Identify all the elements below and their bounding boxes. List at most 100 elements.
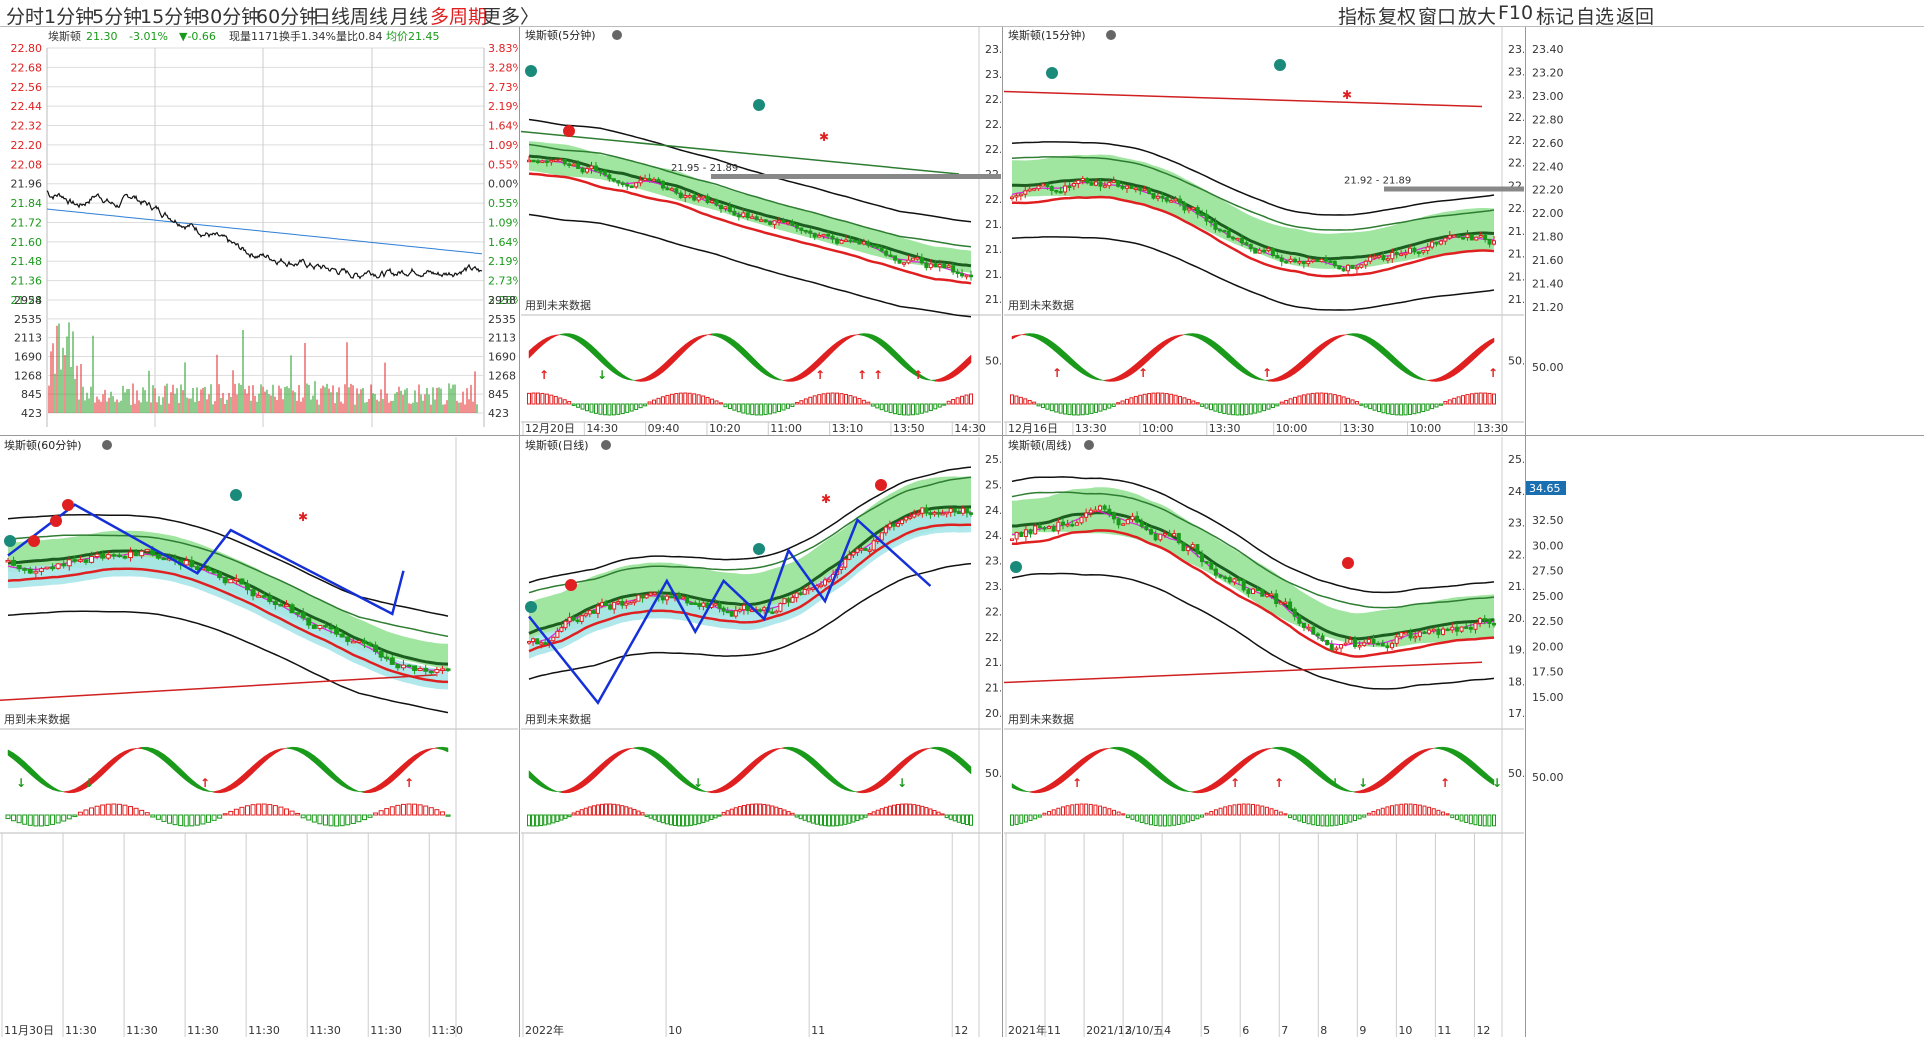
period-tab-9[interactable]: 多周期 — [430, 6, 488, 28]
candle — [1337, 265, 1342, 270]
indicator-ribbon — [1234, 762, 1240, 775]
chart-5min[interactable]: 埃斯顿(5分钟)23.2023.0022.8022.6022.4022.2022… — [521, 27, 1001, 435]
chart-daily[interactable]: 埃斯顿(日线)25.5025.0024.5024.0023.5023.0022.… — [521, 437, 1001, 1037]
more-chevron-icon[interactable]: 〉 — [520, 6, 540, 28]
period-tab-10[interactable]: 更多 — [482, 6, 521, 28]
indicator-ribbon — [1343, 333, 1349, 336]
histogram-bar — [1172, 814, 1177, 826]
price-axis-tick: 25.00 — [1508, 453, 1524, 466]
chart-weekly[interactable]: 埃斯顿(周线)25.0024.0023.0022.0021.0020.0019.… — [1004, 437, 1524, 1037]
indicator-ribbon — [1132, 750, 1138, 761]
indicator-ribbon — [1378, 343, 1384, 356]
title-dropdown-icon[interactable] — [102, 440, 112, 450]
toolbar-button-4[interactable]: F10 — [1498, 2, 1534, 24]
histogram-bar — [1222, 403, 1227, 414]
period-tab-3[interactable]: 15分钟 — [140, 6, 203, 28]
period-tab-5[interactable]: 60分钟 — [256, 6, 319, 28]
period-tab-8[interactable]: 月线 — [390, 6, 429, 28]
candle — [250, 589, 256, 597]
price-axis-tick: 24.00 — [1508, 485, 1524, 498]
ma-red — [528, 523, 971, 653]
candle — [1352, 639, 1357, 648]
toolbar-button-0[interactable]: 指标 — [1338, 6, 1377, 28]
candle — [794, 225, 799, 229]
candle — [678, 192, 683, 198]
intraday-price-tick: 22.68 — [11, 61, 43, 74]
candle — [772, 220, 777, 225]
indicator-ribbon — [1095, 377, 1101, 381]
histogram-bar — [1341, 396, 1346, 405]
candle — [741, 604, 746, 611]
histogram-bar — [583, 807, 588, 816]
candle — [906, 259, 911, 264]
toolbar-button-7[interactable]: 返回 — [1616, 6, 1655, 28]
histogram-bar — [1431, 808, 1436, 816]
indicator-ribbon — [18, 756, 25, 770]
toolbar-button-1[interactable]: 复权 — [1378, 6, 1417, 28]
chart-60min[interactable]: 埃斯顿(60分钟)✱用到未来数据↓ ↓ ↑ ↑11月30日 11:30 11:30 11:3… — [0, 437, 518, 1037]
title-dropdown-icon[interactable] — [612, 30, 622, 40]
candle — [567, 163, 572, 166]
red-signal-icon — [50, 515, 62, 527]
intraday-panel[interactable]: 埃斯顿 21.30 -3.01% ▼-0.66 现量1171 换手1.34% 量比0.84 均… — [0, 27, 518, 435]
candle — [1102, 505, 1107, 510]
toolbar-button-3[interactable]: 放大 — [1458, 6, 1497, 28]
title-dropdown-icon[interactable] — [1106, 30, 1116, 40]
indicator-ribbon — [1374, 339, 1380, 352]
indicator-ribbon — [1211, 781, 1217, 791]
candle — [1071, 183, 1076, 187]
indicator-ribbon — [1238, 758, 1244, 771]
title-dropdown-icon[interactable] — [1084, 440, 1094, 450]
histogram-bar — [50, 814, 56, 825]
chart-60min-panel[interactable]: 埃斯顿(60分钟) ✱ 用到未来数据 ↓ ↓ ↑ ↑ 11月30日 11:30 11:30 11:3… — [0, 437, 518, 1037]
period-tab-2[interactable]: 5分钟 — [92, 6, 143, 28]
histogram-bar — [1427, 806, 1432, 816]
candle — [718, 204, 723, 210]
indicator-ribbon — [236, 775, 243, 788]
period-tab-6[interactable]: 日线 — [312, 6, 351, 28]
chart-weekly-panel[interactable]: 埃斯顿(周线)25.0024.0023.0022.0021.0020.0019.… — [1004, 437, 1524, 1037]
toolbar-button-5[interactable]: 标记 — [1536, 6, 1575, 28]
candle — [1231, 236, 1236, 240]
toolbar-button-6[interactable]: 自选 — [1576, 6, 1615, 28]
candle — [367, 642, 373, 646]
time-axis-label: 11 — [1047, 1024, 1061, 1037]
intraday-chart[interactable]: 埃斯顿 21.30 -3.01% ▼-0.66 现量1171 换手1.34% 量比0.84 均… — [0, 27, 518, 435]
candle — [875, 245, 880, 249]
period-tab-7[interactable]: 周线 — [350, 6, 389, 28]
title-dropdown-icon[interactable] — [601, 440, 611, 450]
period-tab-0[interactable]: 分时 — [6, 6, 45, 28]
indicator-ribbon — [597, 763, 603, 776]
red-signal-icon — [1342, 557, 1354, 569]
time-axis-label: 11 — [811, 1024, 825, 1037]
period-tab-4[interactable]: 30分钟 — [198, 6, 261, 28]
candle — [222, 577, 228, 584]
chart-5min-panel[interactable]: 埃斯顿(5分钟)23.2023.0022.8022.6022.4022.2022… — [521, 27, 1001, 435]
indicator-ribbon — [894, 350, 900, 364]
chart-15min-panel[interactable]: 埃斯顿(15分钟)23.4023.2023.0022.8022.6022.402… — [1004, 27, 1524, 435]
candle — [652, 592, 657, 596]
histogram-bar — [1301, 394, 1306, 405]
long-ma — [0, 674, 437, 702]
period-tab-1[interactable]: 1分钟 — [44, 6, 95, 28]
chart-daily-panel[interactable]: 埃斯顿(日线)25.5025.0024.5024.0023.5023.0022.… — [521, 437, 1001, 1037]
histogram-bar — [1147, 393, 1152, 405]
indicator-ribbon — [885, 771, 891, 784]
candle — [1372, 255, 1377, 259]
zigzag-line — [528, 517, 932, 706]
histogram-bar — [924, 807, 929, 816]
histogram-bar — [555, 814, 560, 823]
histogram-bar — [105, 803, 111, 816]
histogram-bar — [1065, 805, 1070, 816]
histogram-bar — [1042, 812, 1047, 816]
histogram-bar — [261, 803, 267, 816]
histogram-bar — [887, 805, 892, 816]
indicator-ribbon — [1322, 771, 1328, 783]
candle — [144, 548, 150, 552]
histogram-bar — [652, 399, 657, 405]
toolbar-button-2[interactable]: 窗口 — [1418, 6, 1457, 28]
chart-15min[interactable]: 埃斯顿(15分钟)23.4023.2023.0022.8022.6022.402… — [1004, 27, 1524, 435]
histogram-bar — [786, 811, 791, 816]
candle — [660, 180, 665, 189]
indicator-ribbon — [1289, 748, 1295, 758]
